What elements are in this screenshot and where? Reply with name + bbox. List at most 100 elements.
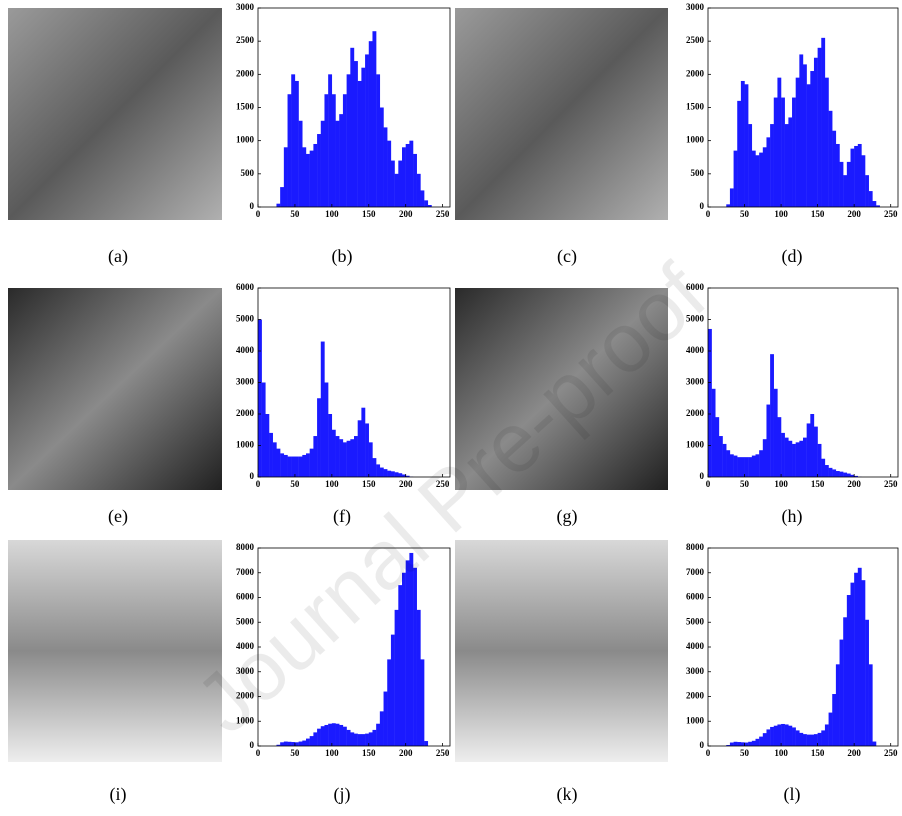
bar — [339, 439, 343, 477]
y-tick-label: 4000 — [686, 641, 705, 651]
bar — [376, 74, 380, 207]
bar — [858, 568, 862, 746]
y-tick-label: 6000 — [236, 282, 255, 292]
bar — [343, 442, 347, 477]
bar — [745, 457, 749, 477]
bar — [276, 449, 280, 477]
bar — [336, 436, 340, 477]
bar — [836, 664, 840, 746]
bar — [821, 459, 825, 477]
bar — [832, 131, 836, 207]
bar — [715, 417, 719, 477]
bar — [712, 389, 716, 477]
y-tick-label: 1000 — [686, 440, 705, 450]
bar — [350, 48, 354, 207]
bar — [299, 742, 303, 746]
y-tick-label: 0 — [250, 201, 255, 211]
caption: (h) — [782, 506, 803, 527]
bar — [810, 414, 814, 477]
bar — [770, 354, 774, 477]
bar — [748, 742, 752, 746]
bar — [332, 94, 336, 207]
bar — [376, 464, 380, 477]
bar — [766, 729, 770, 746]
y-tick-label: 2000 — [236, 68, 255, 78]
bar — [807, 735, 811, 746]
bar — [796, 78, 800, 207]
bar — [734, 456, 738, 477]
bar — [398, 473, 402, 477]
bar — [799, 733, 803, 746]
bar — [836, 144, 840, 207]
bar — [807, 84, 811, 207]
bar — [354, 734, 358, 746]
y-tick-label: 1000 — [686, 715, 705, 725]
y-tick-label: 1000 — [236, 440, 255, 450]
y-tick-label: 5000 — [686, 616, 705, 626]
y-tick-label: 3000 — [686, 666, 705, 676]
bar — [730, 743, 734, 746]
bar — [803, 734, 807, 746]
bar — [781, 724, 785, 746]
photo — [8, 8, 222, 220]
y-tick-label: 6000 — [236, 592, 255, 602]
bar — [313, 732, 317, 746]
caption: (k) — [557, 784, 578, 805]
x-tick-label: 0 — [706, 209, 711, 219]
bar — [825, 465, 829, 477]
bar — [836, 471, 840, 477]
bar — [792, 727, 796, 746]
bar — [372, 730, 376, 746]
bar — [854, 573, 858, 746]
bar — [726, 450, 730, 477]
bar — [339, 725, 343, 746]
photo — [455, 8, 668, 220]
x-tick-label: 200 — [847, 209, 861, 219]
bar — [799, 54, 803, 207]
bar — [280, 187, 284, 207]
x-tick-label: 250 — [436, 209, 450, 219]
bar — [299, 121, 303, 207]
bar — [295, 742, 299, 746]
bar — [317, 134, 321, 207]
bar — [825, 724, 829, 746]
bar — [843, 473, 847, 477]
bar — [792, 98, 796, 207]
x-tick-label: 200 — [847, 748, 861, 758]
bar — [770, 727, 774, 746]
photo — [8, 288, 222, 490]
bar — [781, 433, 785, 477]
bar — [288, 742, 292, 746]
bar — [336, 724, 340, 746]
bar — [869, 664, 873, 746]
bar — [291, 74, 295, 207]
bar — [365, 54, 369, 207]
y-tick-label: 500 — [691, 168, 705, 178]
bar — [398, 585, 402, 746]
bar — [417, 174, 421, 207]
bar — [372, 458, 376, 477]
x-tick-label: 0 — [256, 479, 261, 489]
bar — [406, 144, 410, 207]
bar — [818, 733, 822, 746]
y-tick-label: 1500 — [236, 102, 255, 112]
bar — [284, 455, 288, 477]
bar — [847, 595, 851, 746]
bar — [310, 449, 314, 477]
x-tick-label: 200 — [847, 479, 861, 489]
bar — [332, 723, 336, 746]
x-tick-label: 100 — [325, 209, 339, 219]
bar — [372, 31, 376, 207]
y-tick-label: 0 — [250, 471, 255, 481]
x-tick-label: 50 — [290, 479, 300, 489]
x-tick-label: 250 — [884, 748, 898, 758]
bar — [361, 408, 365, 477]
bar — [825, 78, 829, 207]
caption: (g) — [557, 506, 578, 527]
bar — [420, 190, 424, 207]
bar — [299, 457, 303, 477]
x-tick-label: 50 — [740, 479, 750, 489]
x-tick-label: 50 — [740, 209, 750, 219]
bar — [262, 383, 266, 478]
bar — [851, 149, 855, 207]
